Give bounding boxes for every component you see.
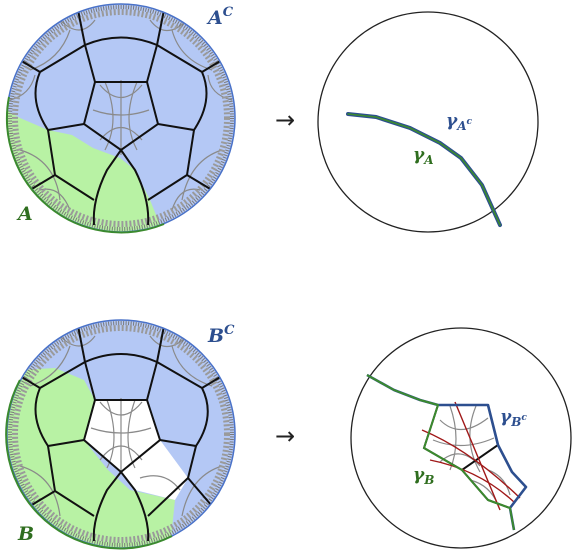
bottom-disk-white-cell (84, 400, 160, 472)
bottom-gamma-region-label: γB (413, 465, 434, 487)
top-gamma-region-label: γA (413, 145, 434, 167)
bottom-disk-green-region (7, 368, 175, 548)
top-complement-label: AC (206, 5, 234, 29)
bottom-region-label: B (17, 523, 34, 545)
bottom-geodesic-boundary (350, 327, 572, 549)
bottom-gamma-region-curve (366, 374, 515, 531)
top-tiling-lines (8, 5, 234, 231)
top-region-label: A (16, 203, 33, 225)
bottom-arrow: → (275, 422, 295, 450)
top-geodesic-disk (317, 11, 539, 233)
bottom-disk-white-cell-2 (121, 440, 188, 500)
bottom-green-boundary-arc (5, 379, 173, 550)
bottom-tiled-disk (5, 319, 236, 550)
top-tiled-disk (6, 3, 236, 234)
top-gamma-region-curve (347, 113, 501, 226)
top-green-boundary-arc (6, 96, 165, 234)
top-geodesic-boundary (317, 11, 539, 233)
bottom-complement-label: BC (207, 323, 235, 347)
bottom-geodesic-disk (350, 327, 572, 549)
top-arrow: → (275, 106, 295, 134)
bottom-gamma-complement-label: γBc (500, 407, 527, 429)
bottom-tiling-lines (8, 321, 234, 547)
top-gamma-complement-label: γAc (446, 111, 473, 133)
